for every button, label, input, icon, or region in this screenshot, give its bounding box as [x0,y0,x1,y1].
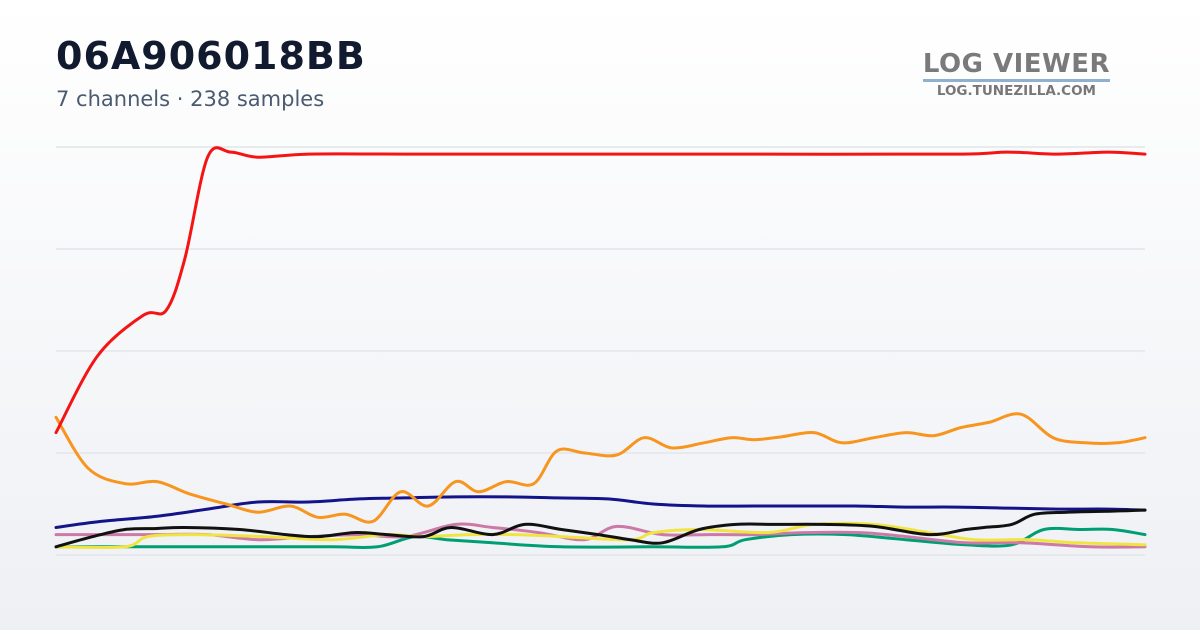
brand-url: LOG.TUNEZILLA.COM [936,83,1096,99]
series-line-3 [54,495,1147,529]
grid-lines [56,146,1145,556]
series-line-4 [54,521,1147,550]
series-lines [54,146,1147,550]
series-line-2 [54,412,1147,524]
chart-title: 06A906018BB [56,34,366,78]
brand-name: LOG VIEWER [922,50,1110,82]
brand-logo[interactable]: LOG VIEWER LOG.TUNEZILLA.COM [922,50,1110,99]
chart-subtitle: 7 channels · 238 samples [56,87,325,111]
series-line-7 [54,508,1147,549]
series-line-1 [54,146,1147,435]
series-line-6 [54,526,1147,550]
series-line-5 [54,522,1147,549]
